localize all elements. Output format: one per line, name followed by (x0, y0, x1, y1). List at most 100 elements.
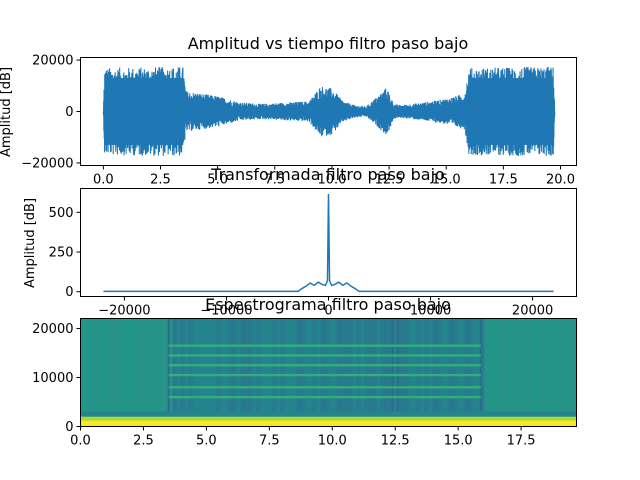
plot-area-fft (103, 194, 554, 293)
x-axis-time: 0.0 2.5 5.0 7.5 10.0 12.5 15.0 17.5 20.0 (93, 165, 575, 188)
y-axis-spectrogram: 0 10000 20000 (32, 322, 81, 435)
spectrogram-column (480, 318, 486, 412)
spectrogram-column (504, 318, 510, 412)
spectrogram-column (560, 318, 566, 412)
spectrogram-column (556, 318, 562, 412)
spectrogram-column (164, 318, 170, 412)
spectrogram-column (144, 318, 150, 412)
x-axis-fft: −20000 −10000 0 10000 20000 (98, 296, 553, 319)
x-tick-label: 15.0 (432, 173, 461, 188)
spectrogram-column (152, 318, 158, 412)
panel-fft: −20000 −10000 0 10000 20000 0 250 500 Amplitud… (23, 165, 577, 319)
panel-time-domain: Amplitud vs tiempo filtro paso bajo 0.0 2… (0, 34, 577, 188)
spectrogram-column (568, 318, 574, 412)
x-tick-label: 10.0 (317, 173, 346, 188)
spectrogram-column (104, 318, 110, 412)
x-tick-label: 7.5 (259, 434, 280, 449)
spectrogram-image (80, 318, 578, 427)
spectrogram-column (132, 318, 138, 412)
x-tick-label: 10.0 (318, 434, 347, 449)
x-tick-label: 17.5 (489, 173, 518, 188)
spectrogram-column (484, 318, 490, 412)
y-axis-label-fft: Amplitud [dB] (23, 198, 38, 288)
x-axis-spectrogram: 0.0 2.5 5.0 7.5 10.0 12.5 15.0 17.5 (70, 426, 536, 449)
spectrogram-column (512, 318, 518, 412)
harmonic-band (168, 344, 481, 347)
spectrogram-column (92, 318, 98, 412)
spectrogram-column (148, 318, 154, 412)
panel-title-spectrogram: Espectrograma filtro paso bajo (205, 295, 451, 314)
spectrogram-column (520, 318, 526, 412)
x-tick-label: 0.0 (93, 173, 114, 188)
y-tick-label: 20000 (32, 54, 73, 69)
x-tick-label: 2.5 (150, 173, 171, 188)
low-frequency-peak (80, 420, 577, 427)
spectrogram-column (508, 318, 514, 412)
harmonic-band (168, 354, 481, 357)
spectrogram-column (548, 318, 554, 412)
x-tick-label: 5.0 (207, 173, 228, 188)
y-axis-time: −20000 0 20000 (21, 54, 81, 171)
x-tick-label: 2.5 (133, 434, 154, 449)
x-tick-label: 17.5 (507, 434, 536, 449)
x-tick-label: −10000 (200, 304, 252, 319)
axes-frame-spectrogram (80, 318, 577, 427)
spectrogram-column (136, 318, 142, 412)
spectrogram-column (140, 318, 146, 412)
y-tick-label: 20000 (32, 322, 73, 337)
x-tick-label: 10000 (410, 304, 451, 319)
harmonic-band (168, 395, 481, 399)
x-tick-label: 15.0 (444, 434, 473, 449)
spectrogram-column (528, 318, 534, 412)
spectrogram-column (552, 318, 558, 412)
y-tick-label: 0 (65, 420, 73, 435)
waveform-dense-region (469, 78, 554, 145)
spectrogram-column (540, 318, 546, 412)
spectrogram-column (84, 318, 90, 412)
spectrogram-column (492, 318, 498, 412)
x-tick-label: 0 (324, 304, 332, 319)
panel-title-time: Amplitud vs tiempo filtro paso bajo (188, 34, 469, 53)
x-tick-label: −20000 (98, 304, 150, 319)
harmonic-band (168, 373, 481, 377)
spectrogram-column (108, 318, 114, 412)
waveform-dense-region (104, 78, 184, 145)
panel-title-fft: Transformada filtro paso bajo (210, 165, 445, 184)
x-tick-label: 12.5 (381, 434, 410, 449)
y-tick-label: 250 (49, 246, 74, 261)
y-tick-label: 0 (65, 105, 73, 120)
x-tick-label: 12.5 (375, 173, 404, 188)
y-tick-label: 500 (49, 206, 74, 221)
spectrogram-column (120, 318, 126, 412)
spectrogram-column (516, 318, 522, 412)
spectrogram-column (88, 318, 94, 412)
x-tick-label: 7.5 (264, 173, 285, 188)
spectrogram-column (112, 318, 118, 412)
x-tick-label: 20.0 (546, 173, 575, 188)
spectrogram-column (160, 318, 166, 412)
spectrogram-column (80, 318, 86, 412)
spectrogram-column (124, 318, 130, 412)
y-axis-fft: 0 250 500 (49, 206, 81, 300)
spectrogram-column (500, 318, 506, 412)
y-tick-label: 0 (65, 285, 73, 300)
y-axis-label-time: Amplitud [dB] (0, 67, 14, 157)
spectrogram-column (572, 318, 578, 412)
spectrogram-column (128, 318, 134, 412)
spectrogram-column (564, 318, 570, 412)
harmonic-band (168, 364, 481, 367)
spectrogram-column (156, 318, 162, 412)
x-tick-label: 20000 (512, 304, 553, 319)
spectrogram-column (116, 318, 122, 412)
spectrogram-column (96, 318, 102, 412)
harmonic-band (168, 386, 481, 389)
spectrogram-column (488, 318, 494, 412)
spectrum-line (103, 194, 554, 293)
x-tick-label: 0.0 (70, 434, 91, 449)
spectrogram-column (100, 318, 106, 412)
spectrogram-column (524, 318, 530, 412)
y-tick-label: −20000 (21, 156, 73, 171)
y-tick-label: 10000 (32, 371, 73, 386)
plot-area-time (102, 67, 556, 156)
